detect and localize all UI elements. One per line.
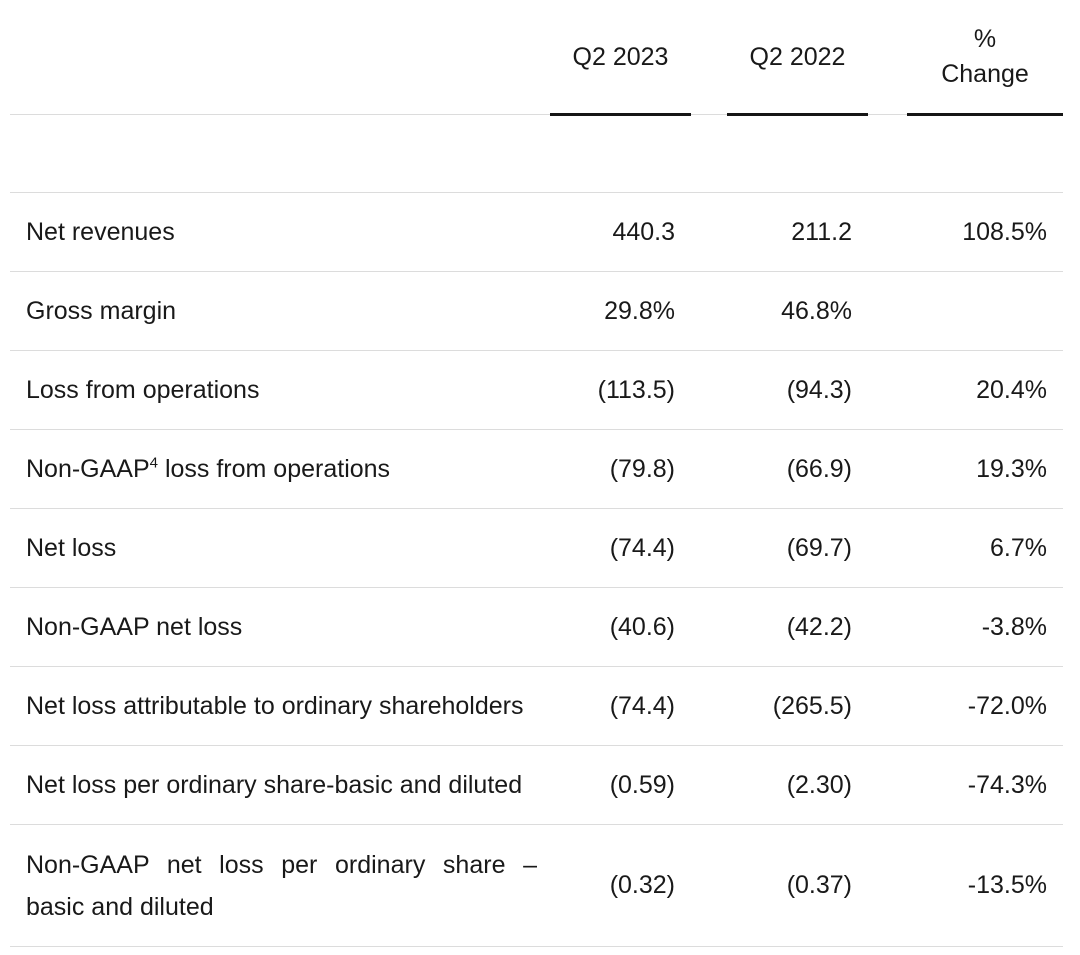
value-q2-2023: (0.59) bbox=[550, 745, 691, 825]
value-q2-2022: 211.2 bbox=[691, 192, 868, 272]
metric-label: Non-GAAP net loss bbox=[10, 587, 550, 667]
value-pct-change: -13.5% bbox=[868, 824, 1063, 947]
metric-label: Non-GAAP4 loss from operations bbox=[10, 429, 550, 509]
value-q2-2022: (69.7) bbox=[691, 508, 868, 588]
value-q2-2023: (74.4) bbox=[550, 666, 691, 746]
value-q2-2022: 46.8% bbox=[691, 271, 868, 351]
metric-label-text: Net loss per ordinary share-basic and di… bbox=[26, 771, 523, 799]
column-header-q2-2023: Q2 2023 bbox=[550, 0, 691, 116]
metric-label: Gross margin bbox=[10, 271, 550, 351]
column-header-pct-change: % Change bbox=[868, 0, 1063, 116]
value-q2-2023: (79.8) bbox=[550, 429, 691, 509]
value-q2-2022: (66.9) bbox=[691, 429, 868, 509]
table-row-non-gaap-net-loss: Non-GAAP net loss (40.6) (42.2) -3.8% bbox=[10, 587, 1063, 667]
value-q2-2023: 29.8% bbox=[550, 271, 691, 351]
value-pct-change: 20.4% bbox=[868, 350, 1063, 430]
header-underline-q2-2022 bbox=[727, 113, 868, 116]
pct-change-label-line2: Change bbox=[941, 60, 1029, 88]
table-row-loss-from-operations: Loss from operations (113.5) (94.3) 20.4… bbox=[10, 350, 1063, 430]
column-header-metric bbox=[10, 0, 550, 115]
column-header-q2-2022: Q2 2022 bbox=[691, 0, 868, 116]
value-pct-change bbox=[868, 271, 1063, 351]
value-q2-2023: (74.4) bbox=[550, 508, 691, 588]
metric-label-text: Net revenues bbox=[26, 218, 175, 246]
metric-label-text: Net loss attributable to ordinary shareh… bbox=[26, 692, 524, 720]
table-row-non-gaap-loss-from-operations: Non-GAAP4 loss from operations (79.8) (6… bbox=[10, 429, 1063, 509]
value-pct-change: -72.0% bbox=[868, 666, 1063, 746]
column-header-pct-change-label: % Change bbox=[868, 22, 1063, 92]
value-pct-change: 108.5% bbox=[868, 192, 1063, 272]
value-pct-change: 6.7% bbox=[868, 508, 1063, 588]
column-header-q2-2022-label: Q2 2022 bbox=[749, 42, 846, 71]
header-row: Q2 2023 Q2 2022 % Change bbox=[10, 0, 1063, 116]
value-q2-2022: (94.3) bbox=[691, 350, 868, 430]
table-row-net-revenues: Net revenues 440.3 211.2 108.5% bbox=[10, 192, 1063, 272]
metric-label-text-rest: loss from operations bbox=[158, 455, 391, 483]
value-pct-change: 19.3% bbox=[868, 429, 1063, 509]
value-pct-change: -74.3% bbox=[868, 745, 1063, 825]
value-q2-2023: (40.6) bbox=[550, 587, 691, 667]
table-row-net-loss: Net loss (74.4) (69.7) 6.7% bbox=[10, 508, 1063, 588]
table-row-net-loss-per-share: Net loss per ordinary share-basic and di… bbox=[10, 745, 1063, 825]
metric-label: Non-GAAP net loss per ordinary share – b… bbox=[10, 824, 550, 947]
value-q2-2023: 440.3 bbox=[550, 192, 691, 272]
metric-label-text: Non-GAAP bbox=[26, 455, 150, 483]
metric-label: Net loss attributable to ordinary shareh… bbox=[10, 666, 550, 746]
header-underline-q2-2023 bbox=[550, 113, 691, 116]
table-row-net-loss-attributable: Net loss attributable to ordinary shareh… bbox=[10, 666, 1063, 746]
value-q2-2022: (42.2) bbox=[691, 587, 868, 667]
spacer-row bbox=[10, 114, 1063, 193]
metric-label-text: Loss from operations bbox=[26, 376, 260, 404]
table-row-non-gaap-net-loss-per-share: Non-GAAP net loss per ordinary share – b… bbox=[10, 824, 1063, 947]
metric-label-text: Non-GAAP net loss bbox=[26, 613, 243, 641]
metric-label: Net loss per ordinary share-basic and di… bbox=[10, 745, 550, 825]
metric-label-text: Gross margin bbox=[26, 297, 177, 325]
metric-label: Net loss bbox=[10, 508, 550, 588]
metric-label: Net revenues bbox=[10, 192, 550, 272]
value-pct-change: -3.8% bbox=[868, 587, 1063, 667]
metric-label-text: Net loss bbox=[26, 534, 117, 562]
value-q2-2022: (0.37) bbox=[691, 824, 868, 947]
metric-label: Loss from operations bbox=[10, 350, 550, 430]
value-q2-2023: (113.5) bbox=[550, 350, 691, 430]
financial-results-table: Q2 2023 Q2 2022 % Change bbox=[10, 0, 1063, 947]
pct-change-label-line1: % bbox=[973, 25, 997, 53]
spacer-cell bbox=[10, 114, 1063, 193]
superscript-footnote: 4 bbox=[149, 454, 159, 472]
value-q2-2022: (265.5) bbox=[691, 666, 868, 746]
table-row-gross-margin: Gross margin 29.8% 46.8% bbox=[10, 271, 1063, 351]
metric-label-text: Non-GAAP net loss per ordinary share – b… bbox=[26, 850, 537, 921]
value-q2-2022: (2.30) bbox=[691, 745, 868, 825]
column-header-q2-2023-label: Q2 2023 bbox=[572, 42, 669, 71]
value-q2-2023: (0.32) bbox=[550, 824, 691, 947]
header-underline-pct-change bbox=[907, 113, 1063, 116]
